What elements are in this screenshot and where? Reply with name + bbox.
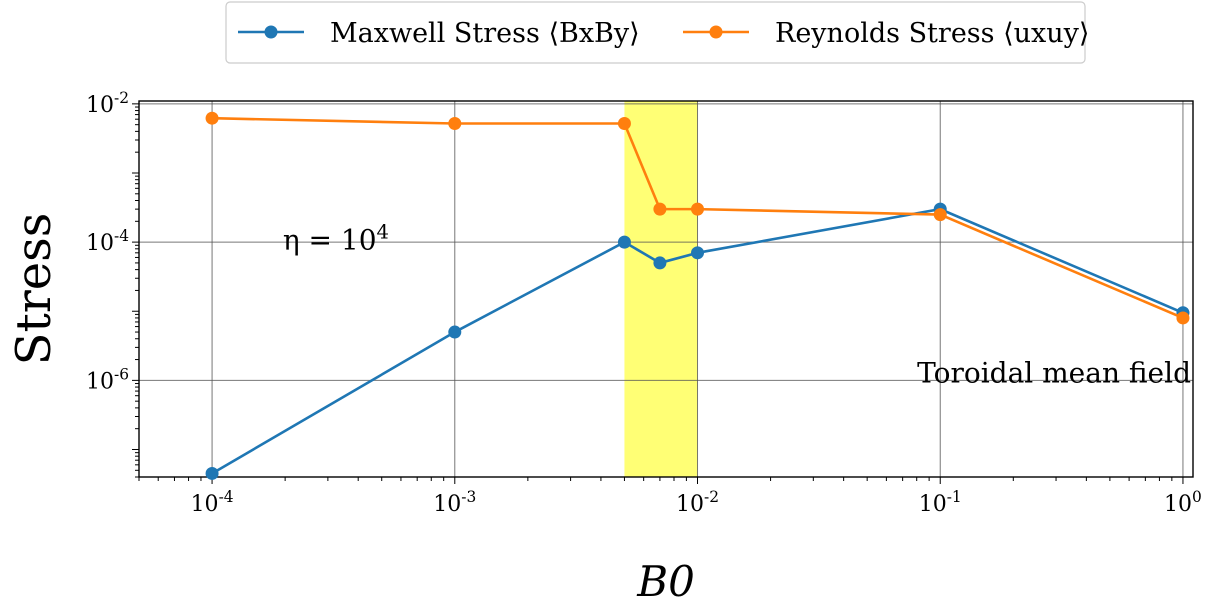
y-tick-label: 10-6 bbox=[86, 365, 129, 394]
data-point-series-1 bbox=[653, 202, 667, 216]
data-point-series-0 bbox=[691, 246, 705, 260]
x-tick-label: 100 bbox=[1164, 488, 1202, 517]
x-axis-label: B0 bbox=[636, 557, 695, 606]
data-point-series-0 bbox=[617, 235, 631, 249]
x-tick-label: 10-1 bbox=[919, 488, 962, 517]
legend-label-0: Maxwell Stress ⟨BxBy⟩ bbox=[330, 18, 640, 49]
annotation: η = 104 bbox=[283, 220, 389, 257]
axes-frame bbox=[138, 100, 1194, 478]
y-tick-label: 10-2 bbox=[86, 89, 129, 118]
y-tick-label: 10-4 bbox=[86, 227, 129, 256]
highlight-band bbox=[624, 101, 698, 477]
legend-marker-0 bbox=[264, 25, 278, 39]
x-tick-label: 10-3 bbox=[433, 488, 476, 517]
data-point-series-0 bbox=[653, 256, 667, 270]
plot-area: 10-4 10-3 10-2 10-1 100 10-6 10-4 10-2 B0 Stress η… bbox=[6, 89, 1202, 606]
data-point-series-0 bbox=[448, 325, 462, 339]
data-point-series-1 bbox=[691, 202, 705, 216]
legend-marker-1 bbox=[709, 25, 723, 39]
annotation: Toroidal mean field bbox=[917, 356, 1191, 389]
data-point-series-1 bbox=[933, 208, 947, 222]
legend-box bbox=[225, 1, 1086, 64]
data-point-series-1 bbox=[205, 111, 219, 125]
data-point-series-1 bbox=[617, 116, 631, 130]
data-point-series-0 bbox=[205, 466, 219, 480]
data-point-series-1 bbox=[1176, 311, 1190, 325]
data-point-series-1 bbox=[448, 116, 462, 130]
y-axis-label: Stress bbox=[6, 213, 62, 366]
legend-label-1: Reynolds Stress ⟨uxuy⟩ bbox=[775, 18, 1089, 49]
x-tick-label: 10-4 bbox=[191, 488, 234, 517]
legend: Maxwell Stress ⟨BxBy⟩ Reynolds Stress ⟨ux… bbox=[225, 1, 1089, 64]
x-tick-label: 10-2 bbox=[676, 488, 719, 517]
